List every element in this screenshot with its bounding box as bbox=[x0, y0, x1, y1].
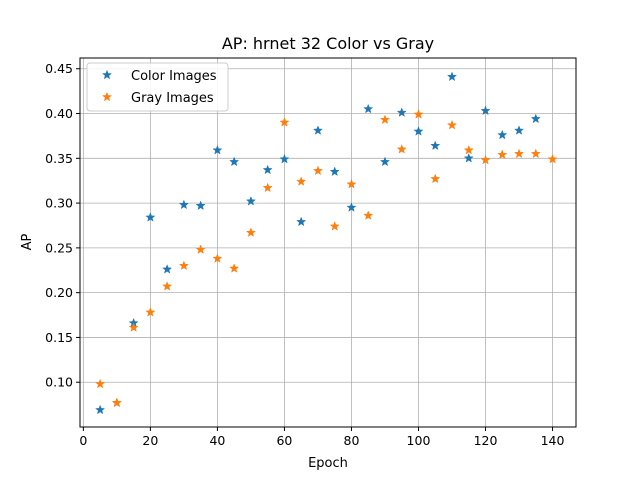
ticks-layer: 0 20 40 60 80 100 120 140 0.10 0.15 0.20 0.25 0.30 0.… bbox=[45, 61, 564, 448]
x-tick-label: 20 bbox=[142, 433, 158, 448]
data-point-series-1 bbox=[262, 182, 273, 193]
data-point-series-1 bbox=[396, 144, 407, 154]
points-layer bbox=[95, 71, 558, 415]
data-point-series-1 bbox=[446, 119, 458, 130]
y-tick-label: 0.40 bbox=[45, 106, 73, 121]
data-point-series-1 bbox=[229, 263, 240, 273]
data-point-series-1 bbox=[430, 173, 441, 184]
y-tick-label: 0.35 bbox=[45, 151, 73, 166]
data-point-series-0 bbox=[379, 156, 391, 167]
data-point-series-0 bbox=[229, 156, 240, 167]
x-tick-label: 120 bbox=[474, 433, 498, 448]
data-point-series-1 bbox=[329, 221, 340, 231]
grid-layer bbox=[80, 58, 576, 427]
data-point-series-0 bbox=[463, 152, 474, 163]
x-tick-label: 0 bbox=[79, 433, 87, 448]
legend: Color Images Gray Images bbox=[86, 62, 229, 112]
x-tick-label: 80 bbox=[344, 433, 360, 448]
data-point-series-1 bbox=[547, 153, 558, 164]
x-axis-label: Epoch bbox=[308, 456, 348, 471]
data-point-series-1 bbox=[279, 117, 290, 127]
y-tick-label: 0.15 bbox=[45, 330, 73, 345]
data-point-series-0 bbox=[212, 144, 223, 155]
data-point-series-1 bbox=[513, 148, 525, 159]
x-tick-label: 100 bbox=[407, 433, 431, 448]
data-point-series-1 bbox=[145, 307, 156, 317]
data-point-series-0 bbox=[195, 200, 206, 211]
data-point-series-1 bbox=[312, 165, 323, 176]
data-point-series-1 bbox=[413, 109, 424, 119]
y-tick-label: 0.25 bbox=[45, 240, 73, 255]
legend-marker-series-0 bbox=[101, 69, 113, 80]
data-point-series-1 bbox=[128, 322, 139, 332]
data-point-series-1 bbox=[162, 281, 173, 291]
data-point-series-1 bbox=[95, 378, 106, 389]
data-point-series-0 bbox=[178, 199, 189, 210]
y-tick-label: 0.20 bbox=[45, 285, 73, 300]
data-point-series-0 bbox=[245, 195, 256, 206]
data-point-series-1 bbox=[111, 397, 122, 408]
plot-frame bbox=[79, 57, 577, 428]
data-point-series-0 bbox=[513, 125, 525, 135]
data-point-series-1 bbox=[195, 244, 206, 254]
data-point-series-0 bbox=[396, 107, 407, 117]
data-point-series-0 bbox=[480, 105, 491, 116]
data-point-series-0 bbox=[95, 404, 106, 415]
data-point-series-1 bbox=[530, 148, 541, 159]
data-point-series-0 bbox=[162, 264, 173, 274]
x-tick-label: 40 bbox=[209, 433, 225, 448]
chart-title: AP: hrnet 32 Color vs Gray bbox=[222, 34, 434, 53]
data-point-series-1 bbox=[346, 178, 357, 189]
x-tick-label: 60 bbox=[276, 433, 292, 448]
data-point-series-0 bbox=[296, 216, 307, 227]
legend-marker-series-1 bbox=[101, 91, 113, 102]
y-tick-label: 0.45 bbox=[45, 61, 73, 76]
data-point-series-0 bbox=[446, 71, 458, 82]
data-point-series-0 bbox=[329, 166, 340, 177]
data-point-series-1 bbox=[212, 253, 223, 263]
data-point-series-1 bbox=[463, 144, 474, 155]
data-point-series-1 bbox=[379, 114, 391, 125]
data-point-series-1 bbox=[480, 154, 491, 165]
x-tick-label: 140 bbox=[541, 433, 565, 448]
data-point-series-1 bbox=[363, 210, 374, 220]
legend-label-gray: Gray Images bbox=[131, 91, 214, 106]
data-point-series-0 bbox=[346, 202, 357, 212]
data-point-series-0 bbox=[430, 140, 441, 151]
y-tick-label: 0.30 bbox=[45, 196, 73, 211]
data-point-series-1 bbox=[497, 149, 508, 160]
data-point-series-0 bbox=[312, 125, 323, 135]
data-point-series-0 bbox=[530, 113, 541, 124]
legend-label-color: Color Images bbox=[131, 69, 217, 84]
y-tick-label: 0.10 bbox=[45, 375, 73, 390]
data-point-series-0 bbox=[413, 126, 424, 136]
data-point-series-1 bbox=[245, 227, 256, 237]
legend-box bbox=[86, 62, 229, 112]
data-point-series-0 bbox=[363, 103, 374, 114]
data-point-series-0 bbox=[279, 153, 290, 164]
data-point-series-1 bbox=[296, 176, 307, 186]
y-axis-label: AP bbox=[20, 233, 35, 250]
data-point-series-1 bbox=[178, 260, 189, 271]
data-point-series-0 bbox=[497, 129, 508, 140]
data-point-series-0 bbox=[262, 164, 273, 175]
data-point-series-0 bbox=[145, 212, 156, 222]
